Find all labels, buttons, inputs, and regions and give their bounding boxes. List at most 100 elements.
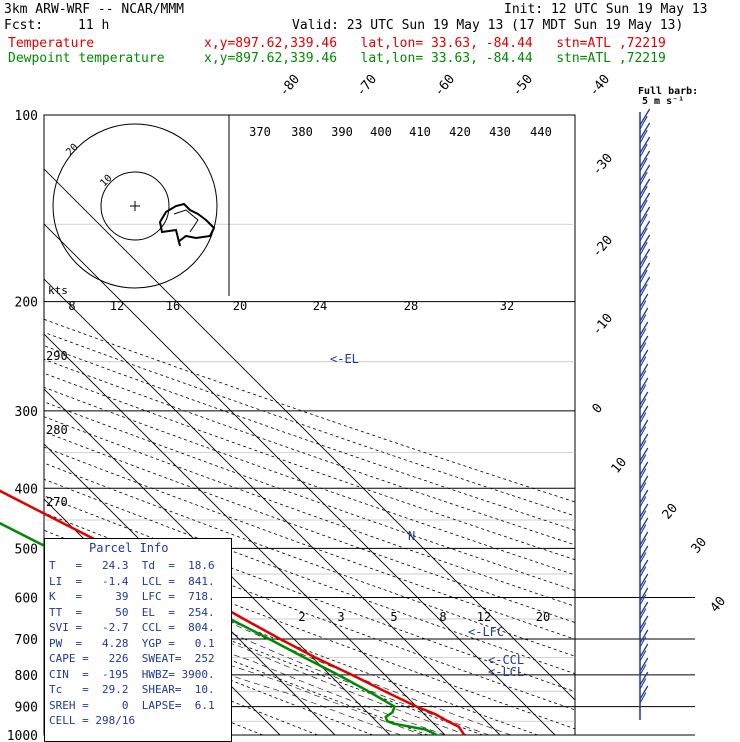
hodo-ring bbox=[52, 123, 218, 289]
wind-barb bbox=[639, 608, 647, 620]
profile-temperature bbox=[0, 489, 466, 736]
sounding-annotation: <-EL bbox=[330, 352, 359, 366]
mixing-ratio-label: 5 bbox=[390, 610, 397, 624]
sounding-annotation: <-LCL bbox=[488, 665, 524, 679]
hodo-speed-label: 16 bbox=[166, 299, 180, 313]
isotherm-label: 0 bbox=[590, 401, 607, 417]
wind-barb bbox=[639, 171, 648, 186]
parcel-info-row: CIN = -195 HWBZ= 3900. bbox=[49, 667, 215, 681]
parcel-info-panel: Parcel Info T = 24.3 Td = 18.6 LI = -1.4 … bbox=[44, 538, 232, 742]
dewpoint-station-info: x,y=897.62,339.46 lat,lon= 33.63, -84.44… bbox=[204, 51, 666, 66]
isotherm-label: -70 bbox=[354, 72, 381, 100]
wind-barb bbox=[639, 391, 649, 406]
isotherm-label: -60 bbox=[432, 72, 459, 100]
moist-adiabat bbox=[44, 599, 424, 735]
dry-adiabat bbox=[44, 462, 575, 657]
wind-barb bbox=[639, 426, 647, 438]
isotherm-label: 40 bbox=[708, 594, 730, 616]
wind-barb bbox=[639, 206, 651, 224]
wind-barb bbox=[639, 636, 647, 648]
wind-barb bbox=[639, 314, 647, 326]
hodo-ring bbox=[100, 171, 170, 241]
wind-barb bbox=[639, 269, 648, 284]
wind-barb bbox=[639, 503, 649, 518]
wind-barb bbox=[639, 241, 648, 256]
isobar-label: 600 bbox=[15, 591, 38, 606]
wind-barb bbox=[639, 594, 647, 606]
wind-barb bbox=[639, 552, 647, 564]
barb-legend-line: Full barb: bbox=[638, 86, 698, 97]
moist-adiabat bbox=[44, 610, 402, 735]
dry-adiabat bbox=[44, 386, 575, 576]
wind-barb bbox=[639, 377, 649, 392]
hodo-ring-label: 20 bbox=[64, 142, 80, 158]
isotherm-label: -80 bbox=[277, 72, 304, 100]
sounding-annotation: <-CCL bbox=[488, 653, 524, 667]
isobar-label: 1000 bbox=[7, 729, 38, 740]
wind-barb bbox=[639, 531, 649, 546]
wind-barb bbox=[639, 692, 647, 704]
dry-adiabat bbox=[44, 495, 575, 693]
diagram-grid bbox=[43, 114, 695, 736]
isotherm-label: 20 bbox=[660, 501, 682, 523]
wind-barbs bbox=[639, 108, 651, 720]
parcel-info-row: SREH = 0 LAPSE= 6.1 bbox=[49, 698, 215, 712]
wind-barb bbox=[639, 454, 647, 466]
wind-barb bbox=[639, 524, 647, 536]
isotherm-label: 30 bbox=[689, 535, 711, 557]
theta-label: 400 bbox=[370, 125, 392, 139]
theta-label: 410 bbox=[409, 125, 431, 139]
isobar-label: 100 bbox=[15, 109, 38, 124]
wind-barb bbox=[639, 489, 649, 504]
theta-label: 370 bbox=[249, 125, 271, 139]
parcel-info-row: SVI = -2.7 CCL = 804. bbox=[49, 621, 215, 634]
isotherm-label: -30 bbox=[590, 151, 617, 179]
theta-label: 390 bbox=[331, 125, 353, 139]
dry-adiabat bbox=[44, 604, 373, 735]
wind-barb bbox=[639, 538, 647, 550]
isotherm-label: -20 bbox=[590, 233, 617, 261]
wind-barb bbox=[639, 475, 649, 490]
parcel-info-row: Tc = 29.2 SHEAR= 10. bbox=[49, 683, 215, 696]
parcel-info-row: CELL = 298/16 bbox=[49, 714, 136, 727]
theta-label: 380 bbox=[291, 125, 313, 139]
wind-barb bbox=[639, 517, 649, 532]
wind-barb bbox=[639, 482, 647, 494]
wind-barb bbox=[639, 192, 651, 210]
wind-barb bbox=[639, 248, 651, 266]
wind-barb bbox=[639, 384, 647, 396]
isobar-label: 900 bbox=[15, 701, 38, 716]
wind-barb bbox=[639, 510, 647, 522]
isobar-label: 800 bbox=[15, 669, 38, 684]
wind-barb bbox=[639, 321, 649, 336]
mixing-ratio-label: 12 bbox=[477, 610, 491, 624]
sounding-annotation: <-LFC bbox=[468, 625, 504, 639]
wind-barb bbox=[639, 108, 651, 126]
isobar-label: 500 bbox=[15, 542, 38, 557]
theta-label: 290 bbox=[46, 349, 68, 363]
isotherm-line bbox=[44, 278, 501, 735]
parcel-info-row: LI = -1.4 LCL = 841. bbox=[49, 574, 215, 588]
wind-barb bbox=[639, 615, 649, 630]
wind-barb bbox=[639, 678, 647, 690]
parcel-info-row: PW = 4.28 YGP = 0.1 bbox=[49, 636, 215, 650]
wind-barb bbox=[639, 199, 648, 214]
wind-barb bbox=[639, 157, 648, 172]
wind-barb bbox=[639, 293, 649, 308]
wind-barb bbox=[639, 419, 649, 434]
wind-barb bbox=[639, 440, 647, 452]
isotherm-label: -40 bbox=[587, 72, 614, 100]
wind-barb bbox=[639, 573, 649, 588]
wind-barb bbox=[639, 461, 649, 476]
forecast-hour: 11 h bbox=[78, 18, 110, 33]
dewpoint-legend-label: Dewpoint temperature bbox=[8, 51, 165, 66]
wind-barb bbox=[639, 342, 647, 354]
wind-barb bbox=[639, 178, 651, 196]
wind-barb bbox=[639, 300, 647, 312]
wind-barb bbox=[639, 657, 649, 672]
isobar-label: 200 bbox=[15, 296, 38, 311]
wind-barb bbox=[639, 129, 648, 144]
wind-barb bbox=[639, 650, 647, 662]
wind-barb bbox=[639, 234, 651, 252]
